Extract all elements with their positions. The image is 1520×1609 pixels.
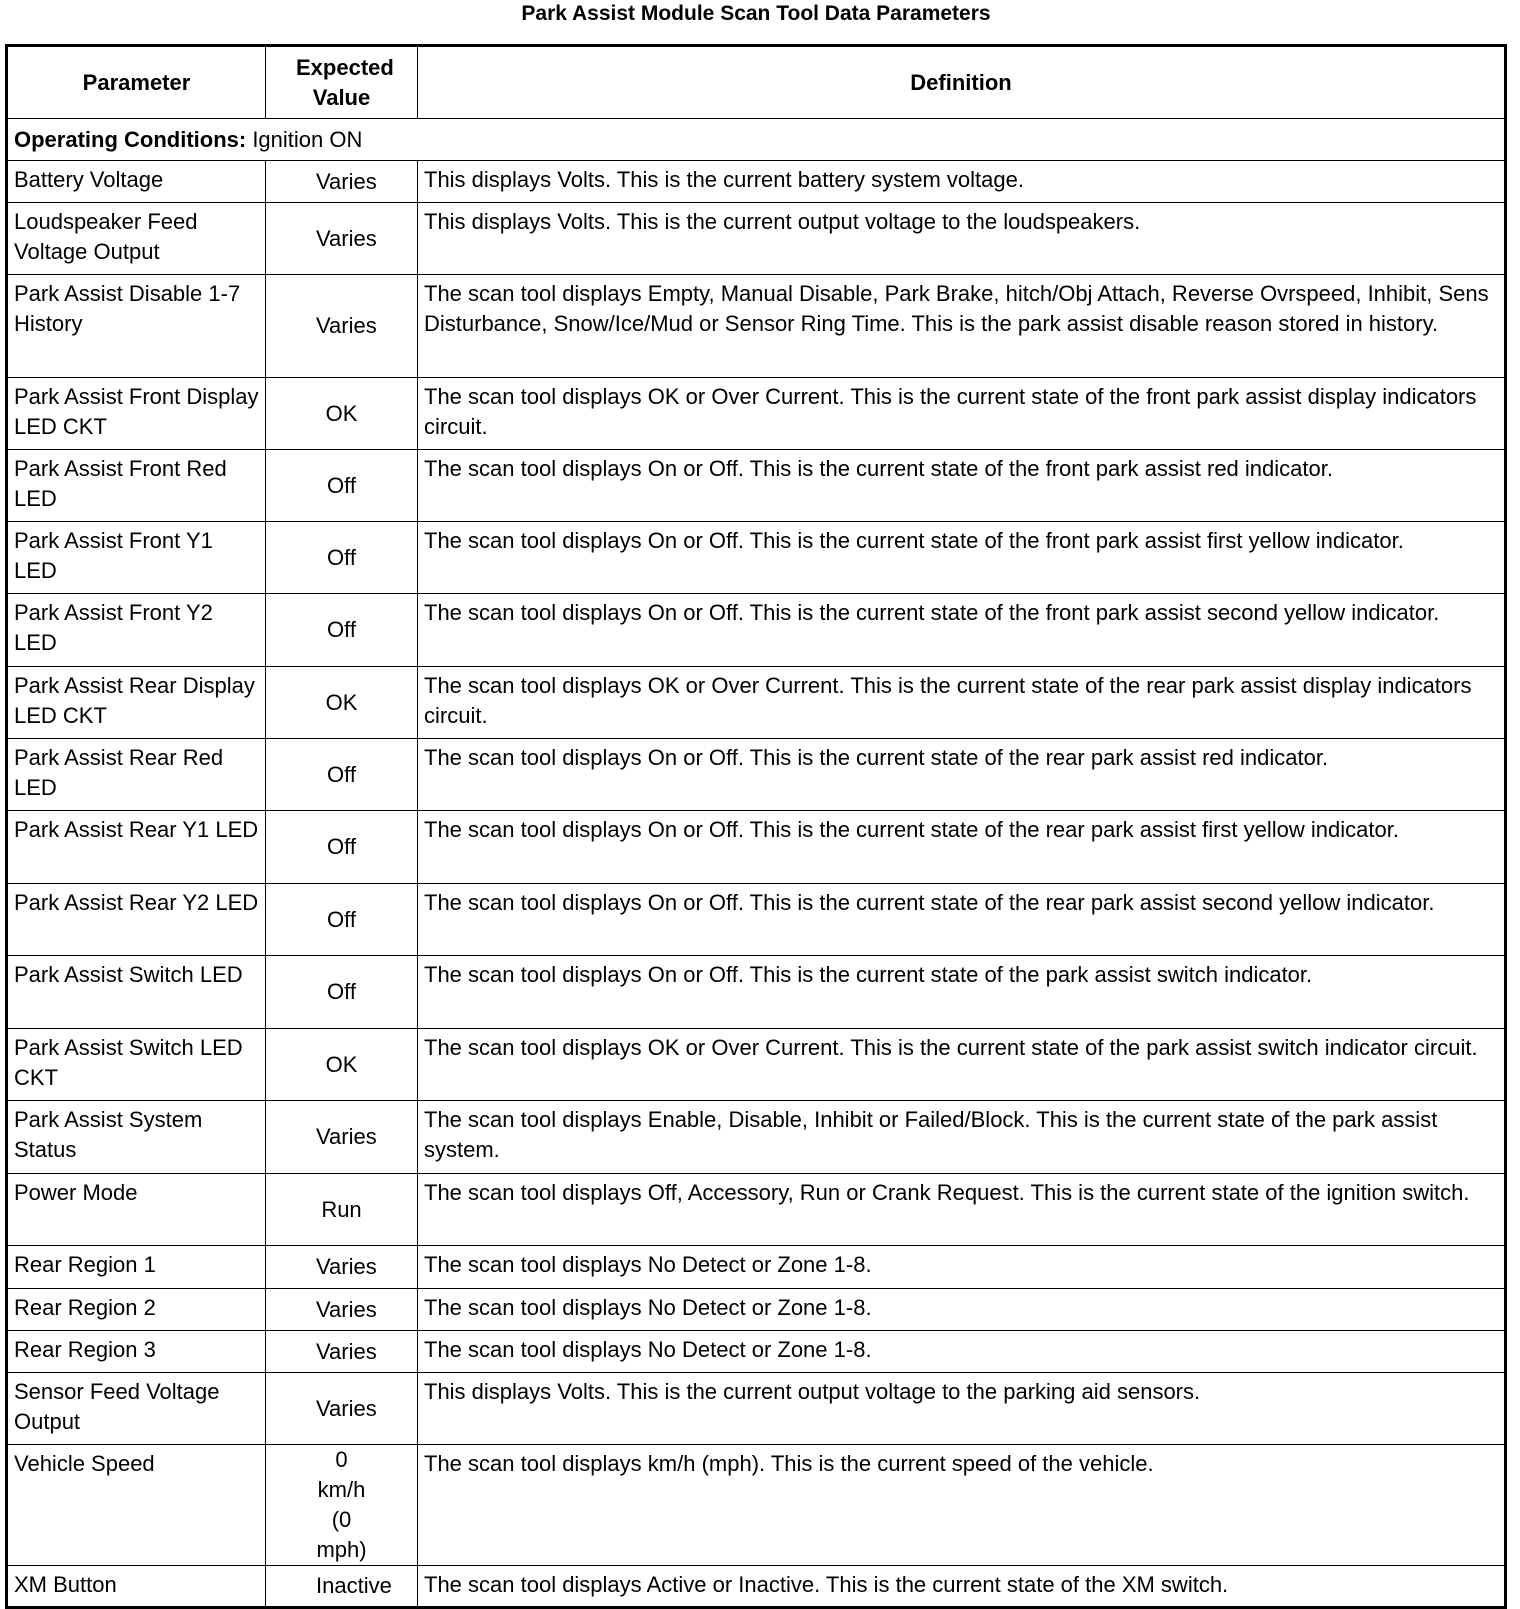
parameter-cell: Park Assist System Status [6, 1100, 266, 1174]
definition-cell: This displays Volts. This is the current… [417, 160, 1506, 203]
parameter-cell: Sensor Feed Voltage Output [6, 1372, 266, 1445]
header-row: Parameter Expected Value Definition [6, 45, 1506, 119]
definition-cell: The scan tool displays OK or Over Curren… [417, 1028, 1506, 1101]
scan-tool-data-table: Parameter Expected Value Definition Oper… [5, 44, 1507, 1609]
parameter-cell: Park Assist Switch LED CKT [6, 1028, 266, 1101]
expected-value-cell: Varies [265, 1100, 418, 1174]
expected-value-cell: Off [265, 449, 418, 522]
table-row: Park Assist Front Red LED Off The scan too… [6, 449, 1506, 522]
expected-value-cell: Off [265, 810, 418, 884]
parameter-cell: Park Assist Rear Y1 LED [6, 810, 266, 884]
expected-value-cell: Varies [265, 202, 418, 275]
expected-value-cell: Off [265, 883, 418, 956]
expected-value-cell: Off [265, 593, 418, 667]
table-row: Park Assist Front Y1 LED Off The scan tool… [6, 521, 1506, 594]
table-row: Park Assist Switch LED Off The scan tool d… [6, 955, 1506, 1029]
parameter-cell: Park Assist Disable 1-7 History [6, 274, 266, 378]
expected-value-cell: 0 km/h (0 mph) [265, 1444, 418, 1566]
header-definition: Definition [417, 45, 1506, 119]
table-row: XM Button Inactive The scan tool displays … [6, 1565, 1506, 1608]
table-row: Rear Region 3 Varies The scan tool display… [6, 1330, 1506, 1373]
parameter-cell: Loudspeaker Feed Voltage Output [6, 202, 266, 275]
table-row: Vehicle Speed 0 km/h (0 mph) The scan tool… [6, 1444, 1506, 1566]
parameter-cell: Park Assist Rear Red LED [6, 738, 266, 811]
expected-value-cell: Varies [265, 1372, 418, 1445]
table-row: Park Assist Front Y2 LED Off The scan tool… [6, 593, 1506, 667]
expected-value-cell: Varies [265, 1245, 418, 1289]
definition-cell: The scan tool displays Off, Accessory, R… [417, 1173, 1506, 1246]
definition-cell: This displays Volts. This is the current… [417, 1372, 1506, 1445]
expected-value-cell: Off [265, 955, 418, 1029]
parameter-cell: Battery Voltage [6, 160, 266, 203]
expected-value-cell: Run [265, 1173, 418, 1246]
parameter-cell: Power Mode [6, 1173, 266, 1246]
header-expected-value: Expected Value [265, 45, 418, 119]
parameter-cell: Park Assist Rear Y2 LED [6, 883, 266, 956]
definition-cell: The scan tool displays Active or Inactiv… [417, 1565, 1506, 1608]
table-row: Sensor Feed Voltage Output Varies This dis… [6, 1372, 1506, 1445]
parameter-cell: Park Assist Front Y1 LED [6, 521, 266, 594]
operating-conditions-label: Operating Conditions: [14, 126, 247, 152]
expected-value-cell: OK [265, 377, 418, 450]
definition-cell: The scan tool displays On or Off. This i… [417, 593, 1506, 667]
parameter-cell: Vehicle Speed [6, 1444, 266, 1566]
table-row: Park Assist Disable 1-7 History Varies The… [6, 274, 1506, 378]
table-row: Power Mode Run The scan tool displays Off,… [6, 1173, 1506, 1246]
definition-cell: The scan tool displays No Detect or Zone… [417, 1330, 1506, 1373]
parameter-cell: Park Assist Front Display LED CKT [6, 377, 266, 450]
definition-cell: This displays Volts. This is the current… [417, 202, 1506, 275]
table-row: Rear Region 1 Varies The scan tool display… [6, 1245, 1506, 1289]
expected-value-cell: Varies [265, 160, 418, 203]
table-row: Park Assist Rear Y2 LED Off The scan tool … [6, 883, 1506, 956]
expected-value-cell: OK [265, 666, 418, 739]
parameter-cell: Rear Region 3 [6, 1330, 266, 1373]
definition-cell: The scan tool displays On or Off. This i… [417, 449, 1506, 522]
expected-value-cell: Varies [265, 1288, 418, 1331]
parameter-cell: XM Button [6, 1565, 266, 1608]
definition-cell: The scan tool displays OK or Over Curren… [417, 666, 1506, 739]
expected-value-cell: Off [265, 521, 418, 594]
parameter-cell: Rear Region 1 [6, 1245, 266, 1289]
parameter-cell: Park Assist Front Red LED [6, 449, 266, 522]
operating-conditions: Operating Conditions: Ignition ON [6, 118, 1506, 161]
definition-cell: The scan tool displays Enable, Disable, … [417, 1100, 1506, 1174]
expected-value-cell: Varies [265, 1330, 418, 1373]
definition-cell: The scan tool displays On or Off. This i… [417, 738, 1506, 811]
document-title: Park Assist Module Scan Tool Data Parame… [521, 2, 991, 25]
parameter-cell: Park Assist Front Y2 LED [6, 593, 266, 667]
parameter-cell: Park Assist Switch LED [6, 955, 266, 1029]
definition-cell: The scan tool displays On or Off. This i… [417, 521, 1506, 594]
definition-cell: The scan tool displays No Detect or Zone… [417, 1288, 1506, 1331]
table-row: Loudspeaker Feed Voltage Output Varies Thi… [6, 202, 1506, 275]
table-row: Park Assist Rear Display LED CKT OK The sc… [6, 666, 1506, 739]
table-row: Park Assist System Status Varies The scan … [6, 1100, 1506, 1174]
definition-cell: The scan tool displays On or Off. This i… [417, 883, 1506, 956]
definition-cell: The scan tool displays On or Off. This i… [417, 810, 1506, 884]
definition-cell: The scan tool displays OK or Over Curren… [417, 377, 1506, 450]
table-row: Battery Voltage Varies This displays Volts… [6, 160, 1506, 203]
parameter-cell: Rear Region 2 [6, 1288, 266, 1331]
parameter-cell: Park Assist Rear Display LED CKT [6, 666, 266, 739]
expected-value-cell: Off [265, 738, 418, 811]
definition-cell: The scan tool displays Empty, Manual Dis… [417, 274, 1506, 378]
expected-value-cell: Varies [265, 274, 418, 378]
table-row: Park Assist Switch LED CKT OK The scan too… [6, 1028, 1506, 1101]
definition-cell: The scan tool displays km/h (mph). This … [417, 1444, 1506, 1566]
operating-conditions-value: Ignition ON [246, 126, 363, 152]
table-row: Rear Region 2 Varies The scan tool display… [6, 1288, 1506, 1331]
definition-cell: The scan tool displays On or Off. This i… [417, 955, 1506, 1029]
expected-value-cell: Inactive [265, 1565, 418, 1608]
expected-value-cell: OK [265, 1028, 418, 1101]
header-parameter: Parameter [6, 45, 266, 119]
table-row: Park Assist Rear Red LED Off The scan tool… [6, 738, 1506, 811]
table-row: Park Assist Rear Y1 LED Off The scan tool … [6, 810, 1506, 884]
table-row: Park Assist Front Display LED CKT OK The s… [6, 377, 1506, 450]
definition-cell: The scan tool displays No Detect or Zone… [417, 1245, 1506, 1289]
operating-conditions-row: Operating Conditions: Ignition ON [6, 118, 1506, 161]
